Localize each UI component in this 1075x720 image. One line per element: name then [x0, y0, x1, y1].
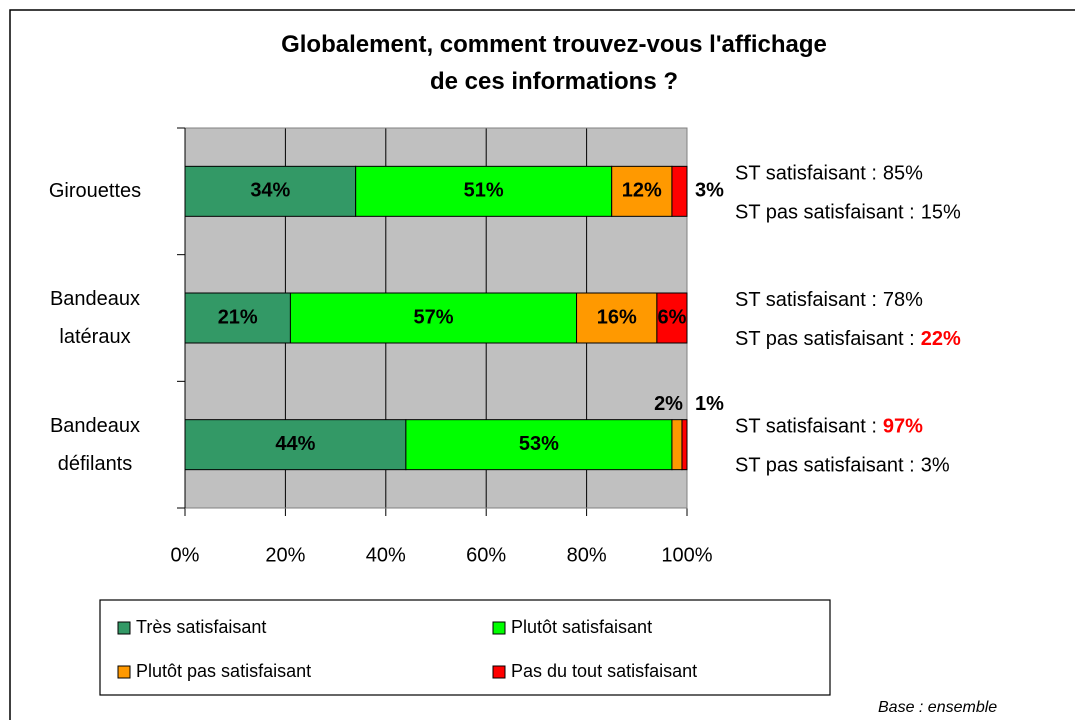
annotation: ST pas satisfaisant : 3% — [735, 455, 950, 477]
data-label: 44% — [275, 433, 315, 455]
annotation: ST satisfaisant : 85% — [735, 163, 923, 185]
legend-label: Pas du tout satisfaisant — [511, 661, 697, 681]
bar-segment — [671, 165, 688, 217]
annotation-value: 3% — [921, 455, 950, 477]
data-label: 6% — [657, 306, 686, 328]
y-tick-label: Bandeaux défilants — [49, 414, 141, 475]
annotation-value: 22% — [921, 328, 961, 350]
data-label: 53% — [519, 433, 559, 455]
data-label: 34% — [250, 180, 290, 202]
data-label: 57% — [413, 306, 453, 328]
bar-segment — [355, 165, 613, 217]
bar-segment — [576, 292, 658, 344]
data-label: 12% — [622, 180, 662, 202]
bar-segment — [184, 165, 357, 217]
annotation-value: 78% — [883, 289, 923, 311]
data-label: 1% — [695, 393, 724, 415]
legend-label: Plutôt satisfaisant — [511, 617, 652, 637]
chart-title: Globalement, comment trouvez-vous l'affi… — [281, 31, 827, 95]
data-label: 21% — [218, 306, 258, 328]
annotation-label: ST pas satisfaisant : — [735, 328, 915, 350]
x-tick-label: 60% — [466, 544, 506, 566]
x-tick-label: 100% — [661, 544, 712, 566]
bar-segment — [184, 419, 407, 471]
annotation: ST satisfaisant : 97% — [735, 416, 923, 438]
frame — [9, 9, 1075, 720]
bar-segment — [681, 419, 688, 471]
x-tick-label: 0% — [171, 544, 200, 566]
legend-swatch — [492, 665, 506, 679]
x-tick-label: 80% — [567, 544, 607, 566]
legend-box — [99, 599, 831, 696]
y-tick-label: Girouettes — [48, 180, 142, 203]
annotation: ST pas satisfaisant : 15% — [735, 202, 961, 224]
annotation-label: ST satisfaisant : — [735, 289, 877, 311]
data-label: 2% — [654, 393, 683, 415]
annotation-label: ST satisfaisant : — [735, 416, 877, 438]
annotation: ST satisfaisant : 78% — [735, 289, 923, 311]
data-label: 51% — [464, 180, 504, 202]
annotation-value: 15% — [921, 202, 961, 224]
annotation: ST pas satisfaisant : 22% — [735, 328, 961, 350]
x-tick-label: 20% — [265, 544, 305, 566]
legend-swatch — [117, 665, 131, 679]
y-tick-label: Bandeaux latéraux — [49, 288, 141, 348]
annotation-label: ST pas satisfaisant : — [735, 202, 915, 224]
x-tick-label: 40% — [366, 544, 406, 566]
legend-swatch — [492, 621, 506, 635]
bar-segment — [671, 419, 683, 471]
bar-segment — [611, 165, 673, 217]
legend-label: Plutôt pas satisfaisant — [136, 661, 311, 681]
bar-segment — [656, 292, 688, 344]
annotation-label: ST satisfaisant : — [735, 163, 877, 185]
legend-label: Très satisfaisant — [136, 617, 266, 637]
annotation-label: ST pas satisfaisant : — [735, 455, 915, 477]
annotation-value: 85% — [883, 163, 923, 185]
bar-segment — [289, 292, 578, 344]
data-label: 3% — [695, 180, 724, 202]
footnote: Base : ensemble — [878, 699, 997, 716]
legend-swatch — [117, 621, 131, 635]
data-label: 16% — [597, 306, 637, 328]
bar-segment — [184, 292, 291, 344]
annotation-value: 97% — [883, 416, 923, 438]
